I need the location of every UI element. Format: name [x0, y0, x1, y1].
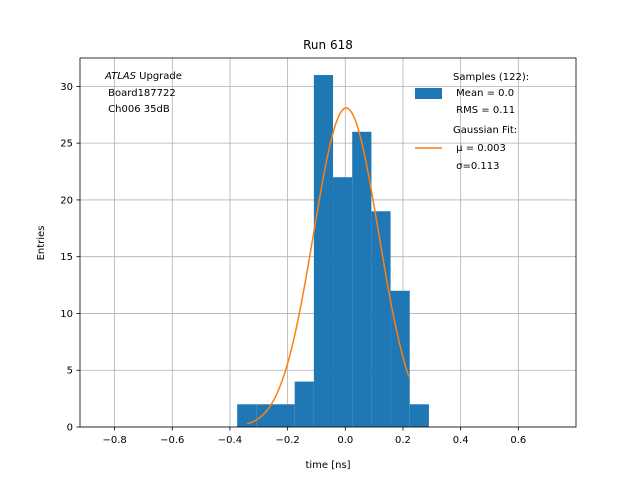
y-tick-label: 25 — [60, 139, 73, 150]
chart-title: Run 618 — [303, 38, 353, 52]
histogram-bar — [237, 404, 257, 427]
legend: Samples (122): Mean = 0.0 RMS = 0.11 Gau… — [415, 72, 529, 172]
x-tick-label: −0.8 — [102, 435, 126, 446]
x-tick-label: −0.2 — [275, 435, 299, 446]
y-axis-label: Entries — [36, 226, 47, 261]
axes-frame — [79, 57, 577, 428]
histogram-bar — [333, 177, 353, 427]
x-ticks: −0.8 −0.6 −0.4 −0.2 0.0 0.2 0.4 0.6 — [102, 427, 526, 446]
x-tick-label: −0.4 — [218, 435, 242, 446]
x-tick-label: 0.6 — [510, 435, 526, 446]
legend-histogram-line-1: Samples (122): — [453, 72, 529, 83]
x-tick-label: 0.4 — [453, 435, 469, 446]
annotation-line-2: Board187722 — [105, 88, 176, 99]
y-tick-label: 5 — [67, 366, 73, 377]
histogram-bar — [371, 211, 391, 427]
x-tick-label: −0.6 — [160, 435, 184, 446]
annotation-line-1: ATLAS Upgrade — [104, 71, 182, 82]
histogram-bar — [390, 290, 410, 427]
legend-histogram-swatch — [415, 88, 442, 99]
y-tick-label: 0 — [67, 423, 73, 434]
annotation: ATLAS Upgrade Board187722 Ch006 35dB — [104, 71, 182, 115]
histogram-bar — [352, 131, 372, 428]
histogram-bar — [256, 404, 276, 427]
legend-fit-line-1: Gaussian Fit: — [453, 125, 517, 136]
x-tick-label: 0.0 — [337, 435, 353, 446]
histogram-bar — [275, 404, 295, 427]
legend-histogram-line-2: Mean = 0.0 — [453, 88, 514, 99]
legend-fit-line-2: μ = 0.003 — [453, 143, 506, 154]
gaussian-fit-curve — [247, 107, 410, 425]
x-axis-label: time [ns] — [305, 460, 350, 471]
y-tick-label: 30 — [60, 82, 73, 93]
legend-fit-line-3: σ=0.113 — [453, 161, 500, 172]
y-tick-label: 15 — [60, 252, 73, 263]
histogram-bars — [237, 75, 429, 428]
y-tick-label: 10 — [60, 309, 73, 320]
x-tick-label: 0.2 — [395, 435, 411, 446]
y-tick-label: 20 — [60, 195, 73, 206]
y-ticks: 0 5 10 15 20 25 30 — [60, 82, 80, 434]
histogram-bar — [313, 75, 334, 428]
annotation-line-3: Ch006 35dB — [105, 104, 170, 115]
legend-histogram-line-3: RMS = 0.11 — [453, 105, 515, 116]
histogram-bar — [294, 381, 314, 427]
histogram-bar — [409, 404, 429, 427]
